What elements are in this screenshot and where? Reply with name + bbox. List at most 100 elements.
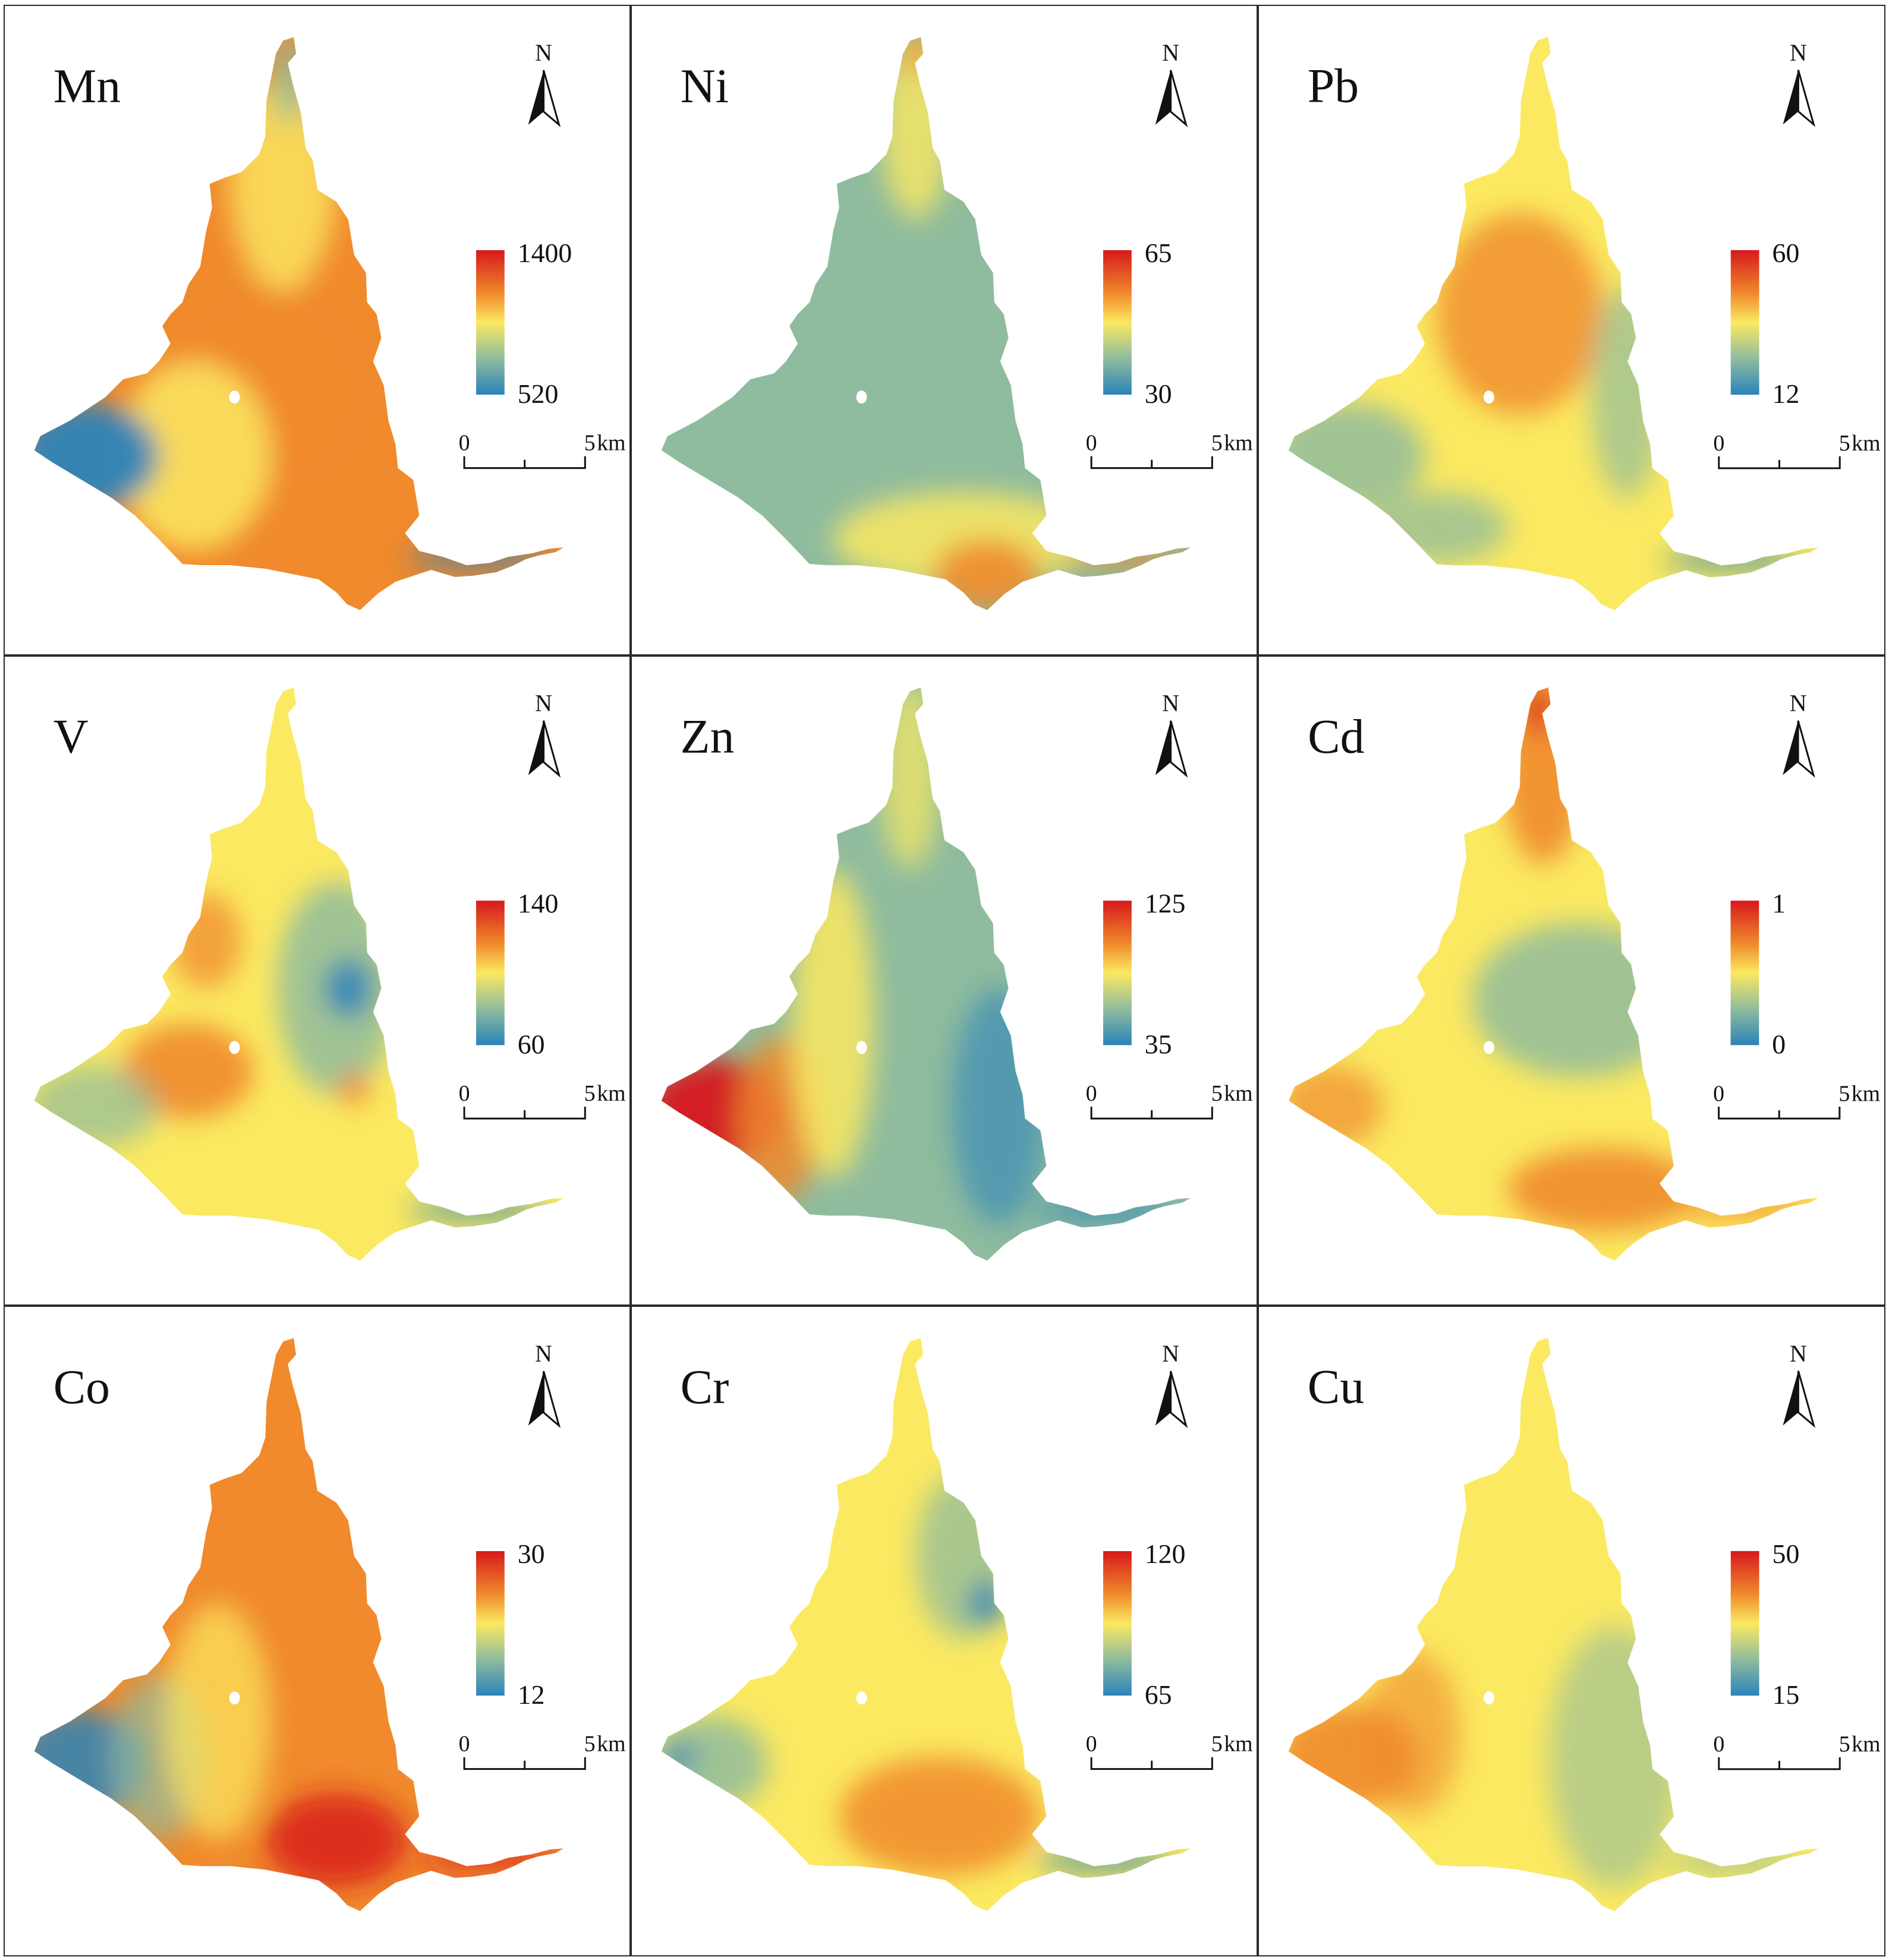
scale-bar: 0 5 km <box>1713 1081 1880 1120</box>
legend-max-label: 120 <box>1145 1539 1186 1569</box>
lake-hole <box>229 390 240 404</box>
concentration-zone <box>904 37 928 78</box>
legend: 50 15 <box>1730 1539 1800 1710</box>
scale-start-label: 0 <box>1713 1732 1724 1757</box>
scale-end-label: 5 <box>1839 431 1850 456</box>
concentration-zone <box>324 959 372 1018</box>
scale-unit-label: km <box>1224 1732 1252 1757</box>
scale-start-label: 0 <box>1713 1081 1724 1106</box>
concentration-surface <box>34 1338 564 1911</box>
legend-color-bar <box>476 250 505 395</box>
concentration-zone <box>34 403 159 510</box>
legend-color-bar <box>476 900 505 1045</box>
concentration-zone <box>661 1745 697 1769</box>
element-title: Mn <box>53 59 121 113</box>
element-title: Cu <box>1308 1360 1364 1414</box>
concentration-zone <box>661 1715 769 1811</box>
element-title: Zn <box>681 709 735 763</box>
concentration-zone <box>1662 550 1805 570</box>
concentration-zone <box>951 988 1047 1225</box>
concentration-zone <box>338 1073 370 1105</box>
legend-max-label: 30 <box>518 1539 545 1569</box>
element-title: Cr <box>681 1360 729 1414</box>
concentration-surface <box>34 687 564 1261</box>
concentration-zone <box>117 361 272 552</box>
concentration-zone <box>164 1603 272 1841</box>
map-canvas: Cr N 120 65 0 5 km <box>661 1338 1253 1911</box>
concentration-zone <box>170 893 242 988</box>
concentration-zone <box>271 37 307 125</box>
scale-end-label: 5 <box>1211 431 1223 456</box>
concentration-zone <box>265 1792 408 1887</box>
legend-color-bar <box>476 1551 505 1696</box>
map-canvas: V N 140 60 0 5 km <box>34 687 626 1261</box>
scale-end-label: 5 <box>1838 1081 1850 1106</box>
legend-color-bar <box>1730 250 1759 395</box>
scale-start-label: 0 <box>1086 1081 1097 1106</box>
north-arrow-icon: N <box>1783 1340 1816 1428</box>
concentration-zone <box>1034 1851 1177 1870</box>
legend-min-label: 15 <box>1772 1679 1800 1710</box>
concentration-zone <box>1549 1627 1680 1888</box>
scale-bar: 0 5 km <box>459 1732 626 1770</box>
scale-bar: 0 5 km <box>1086 1081 1253 1120</box>
scale-end-label: 5 <box>584 1732 596 1757</box>
map-canvas: Zn N 125 35 0 5 km <box>661 687 1253 1261</box>
legend: 120 65 <box>1103 1539 1185 1710</box>
scale-unit-label: km <box>597 431 625 456</box>
map-canvas: Co N 30 12 0 5 km <box>34 1338 626 1911</box>
scale-unit-label: km <box>597 1081 625 1106</box>
concentration-surface <box>661 1338 1191 1911</box>
lake-hole <box>1484 1041 1494 1054</box>
scale-start-label: 0 <box>1086 1732 1097 1757</box>
scale-start-label: 0 <box>459 431 470 456</box>
map-canvas: Ni N 65 30 0 5 km <box>661 37 1253 610</box>
scale-end-label: 5 <box>1211 1081 1223 1106</box>
legend-color-bar <box>1103 1551 1132 1696</box>
legend-min-label: 520 <box>518 379 559 409</box>
north-arrow-icon: N <box>528 1340 561 1429</box>
lake-hole <box>1483 1691 1494 1705</box>
map-canvas: Mn N 1400 520 0 5 km <box>34 37 626 610</box>
scale-unit-label: km <box>1852 1081 1880 1106</box>
map-panel-zn: Zn N 125 35 0 5 km <box>631 656 1258 1306</box>
north-label: N <box>1790 1340 1807 1367</box>
lake-hole <box>1483 390 1494 404</box>
concentration-zone <box>1472 923 1686 1077</box>
legend-color-bar <box>1103 250 1132 395</box>
scale-bar: 0 5 km <box>1086 431 1253 469</box>
map-panel-mn: Mn N 1400 520 0 5 km <box>4 5 631 656</box>
north-arrow-icon: N <box>1155 690 1188 778</box>
scale-unit-label: km <box>597 1732 625 1757</box>
legend: 125 35 <box>1103 888 1185 1060</box>
lake-hole <box>856 390 867 404</box>
legend: 65 30 <box>1103 238 1172 409</box>
north-label: N <box>1162 1340 1179 1367</box>
concentration-zone <box>1365 1650 1461 1817</box>
concentration-zone <box>1288 403 1425 510</box>
concentration-zone <box>407 1200 550 1220</box>
north-label: N <box>1790 39 1807 66</box>
north-label: N <box>1790 690 1807 717</box>
legend-min-label: 12 <box>518 1679 545 1710</box>
legend-max-label: 1400 <box>518 238 572 268</box>
legend-max-label: 65 <box>1145 238 1172 268</box>
concentration-zone <box>945 272 1053 404</box>
lake-hole <box>229 1691 240 1705</box>
scale-bar: 0 5 km <box>459 431 626 469</box>
legend-color-bar <box>1730 900 1759 1045</box>
concentration-zone <box>1524 687 1551 734</box>
north-arrow-icon: N <box>528 690 561 778</box>
map-panel-co: Co N 30 12 0 5 km <box>4 1306 631 1956</box>
legend-min-label: 30 <box>1145 379 1172 409</box>
map-panel-ni: Ni N 65 30 0 5 km <box>631 5 1258 656</box>
scale-unit-label: km <box>1224 1081 1252 1106</box>
north-arrow-icon: N <box>1783 690 1815 778</box>
element-title: Pb <box>1308 59 1359 113</box>
concentration-zone <box>34 1065 159 1148</box>
north-arrow-icon: N <box>1783 39 1816 127</box>
legend-color-bar <box>1103 900 1132 1045</box>
north-arrow-icon: N <box>1155 39 1188 128</box>
concentration-zone <box>1437 213 1603 415</box>
